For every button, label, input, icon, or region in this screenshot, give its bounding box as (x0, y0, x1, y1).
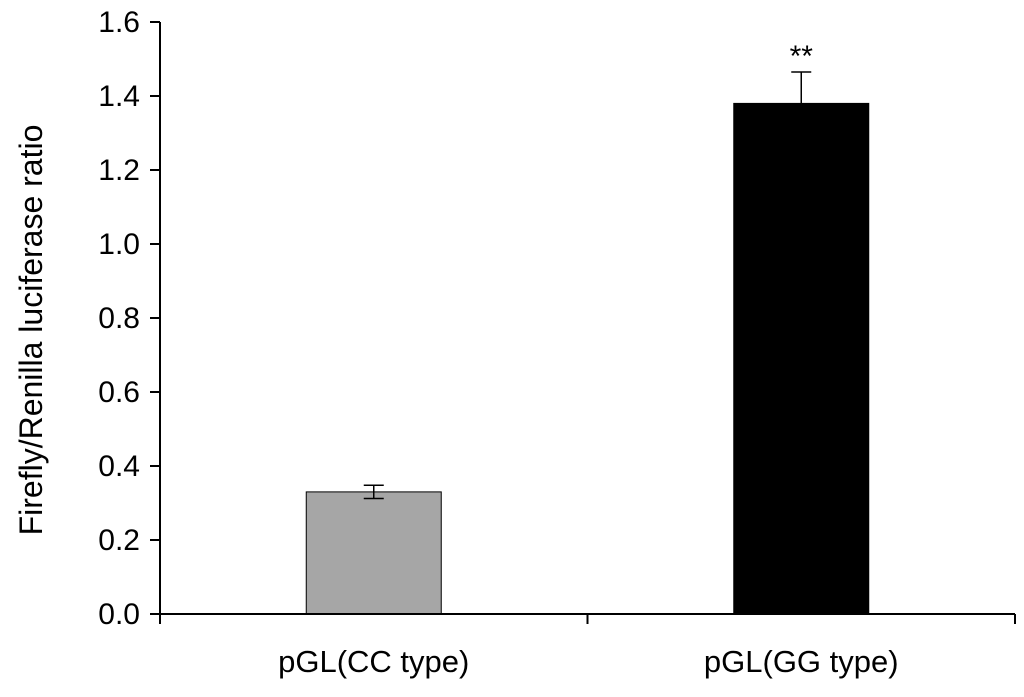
y-tick-label: 1.2 (98, 154, 140, 187)
bar (305, 491, 442, 615)
bar (733, 102, 870, 615)
y-tick-label: 0.8 (98, 302, 140, 335)
error-bars (363, 71, 812, 500)
y-tick-label: 1.6 (98, 6, 140, 39)
x-axis-labels: pGL(CC type) pGL(GG type) (278, 644, 898, 679)
axes (159, 22, 1016, 624)
bars (305, 102, 870, 615)
y-tick-label: 0.4 (98, 450, 140, 483)
y-axis-ticks: 0.0 0.2 0.4 0.6 0.8 1.0 1.2 1.4 1.6 (98, 6, 160, 631)
y-tick-label: 1.4 (98, 80, 140, 113)
y-tick-label: 1.0 (98, 228, 140, 261)
y-tick-label: 0.6 (98, 376, 140, 409)
y-axis-title: Firefly/Renilla luciferase ratio (13, 125, 49, 536)
significance-label: ** (790, 40, 814, 73)
y-tick-label: 0.2 (98, 524, 140, 557)
x-category-label: pGL(GG type) (704, 644, 899, 679)
x-category-label: pGL(CC type) (278, 644, 469, 679)
y-tick-label: 0.0 (98, 598, 140, 631)
annotations: ** (790, 40, 814, 73)
